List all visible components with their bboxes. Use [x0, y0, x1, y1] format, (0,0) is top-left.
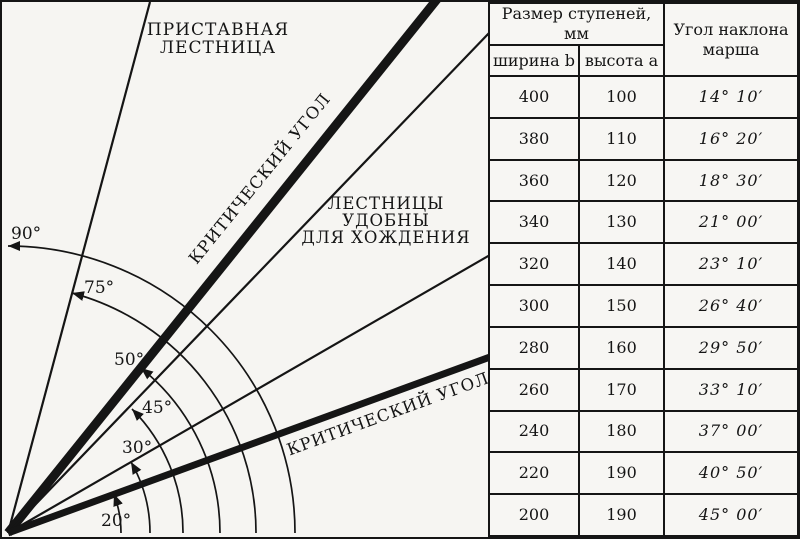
angle-label-30: 30°	[122, 438, 152, 458]
ray-75-degrees	[6, 2, 152, 534]
angle-value: 14° 10′	[663, 75, 798, 119]
angle-arc-30	[130, 461, 151, 534]
angle-label-50: 50°	[114, 350, 144, 370]
height-value: 170	[578, 367, 665, 412]
width-column-header: ширина b	[488, 44, 580, 77]
zone-label-comfortable-line3: ДЛЯ ХОЖДЕНИЯ	[301, 228, 470, 247]
table-row: 260 170 33° 10′	[488, 367, 798, 412]
ray-30-degrees	[7, 254, 488, 534]
zone-label-ladder-line1: ПРИСТАВНАЯ	[147, 20, 289, 40]
width-value: 200	[488, 493, 580, 537]
angle-value: 33° 10′	[663, 367, 798, 412]
table-header-row-1: Размер ступеней, мм Угол наклона марша	[488, 2, 798, 77]
width-value: 220	[488, 451, 580, 496]
zone-label-comfortable-line2: УДОБНЫ	[342, 211, 430, 230]
incline-angle-header: Угол наклона марша	[663, 2, 798, 77]
angle-label-90: 90°	[11, 224, 41, 244]
width-value: 360	[488, 158, 580, 203]
zone-label-ladder-line2: ЛЕСТНИЦА	[160, 38, 276, 58]
critical-angle-lower-label: КРИТИЧЕСКИЙ УГОЛ	[284, 367, 488, 459]
width-value: 320	[488, 242, 580, 287]
angle-value: 45° 00′	[663, 493, 798, 537]
angle-value: 16° 20′	[663, 116, 798, 161]
height-value: 120	[578, 158, 665, 203]
height-value: 140	[578, 242, 665, 287]
table-row: 280 160 29° 50′	[488, 325, 798, 370]
angle-label-20: 20°	[101, 511, 131, 531]
width-value: 240	[488, 409, 580, 454]
angle-arc-90	[7, 241, 296, 534]
width-value: 380	[488, 116, 580, 161]
staircase-angle-diagram: 90° 75° 50° 45° 30° 20° ПРИСТАВНАЯ ЛЕСТН…	[4, 2, 488, 537]
table-row: 360 120 18° 30′	[488, 158, 798, 203]
angle-value: 23° 10′	[663, 242, 798, 287]
height-value: 130	[578, 200, 665, 245]
angle-value: 21° 00′	[663, 200, 798, 245]
zone-label-comfortable-line1: ЛЕСТНИЦЫ	[328, 194, 445, 213]
width-value: 260	[488, 367, 580, 412]
height-value: 110	[578, 116, 665, 161]
critical-angle-lower-line	[6, 354, 488, 537]
steps-size-header: Размер ступеней, мм	[488, 2, 665, 46]
zone-label-comfortable-stairs: ЛЕСТНИЦЫ УДОБНЫ ДЛЯ ХОЖДЕНИЯ	[301, 194, 470, 247]
table-row: 220 190 40° 50′	[488, 451, 798, 496]
height-value: 160	[578, 325, 665, 370]
table-row: 320 140 23° 10′	[488, 242, 798, 287]
height-value: 190	[578, 451, 665, 496]
table-row: 300 150 26° 40′	[488, 284, 798, 328]
table-row: 380 110 16° 20′	[488, 116, 798, 161]
angle-arc-20	[113, 493, 123, 534]
height-value: 100	[578, 75, 665, 119]
ray-45-degrees	[7, 32, 488, 534]
height-value: 180	[578, 409, 665, 454]
table-row: 340 130 21° 00′	[488, 200, 798, 245]
step-dimensions-table: Размер ступеней, мм Угол наклона марша ш…	[488, 2, 798, 537]
table-header-row-2: ширина b высота a	[488, 44, 798, 77]
angle-value: 18° 30′	[663, 158, 798, 203]
angle-label-45: 45°	[142, 398, 172, 418]
width-value: 280	[488, 325, 580, 370]
angle-arc-45	[131, 408, 184, 534]
angle-arc-50	[140, 367, 221, 534]
width-value: 300	[488, 284, 580, 328]
width-value: 340	[488, 200, 580, 245]
table-row: 240 180 37° 00′	[488, 409, 798, 454]
angle-value: 40° 50′	[663, 451, 798, 496]
table-row: 200 190 45° 00′	[488, 493, 798, 537]
height-value: 190	[578, 493, 665, 537]
table-row: 400 100 14° 10′	[488, 75, 798, 119]
step-dimensions-table-wrap: Размер ступеней, мм Угол наклона марша ш…	[488, 2, 798, 537]
zone-label-ladder: ПРИСТАВНАЯ ЛЕСТНИЦА	[147, 20, 289, 58]
angle-value: 26° 40′	[663, 284, 798, 328]
height-value: 150	[578, 284, 665, 328]
angle-label-75: 75°	[84, 278, 114, 298]
angle-value: 37° 00′	[663, 409, 798, 454]
angle-arc-75	[71, 291, 257, 534]
width-value: 400	[488, 75, 580, 119]
height-column-header: высота a	[578, 44, 665, 77]
angle-value: 29° 50′	[663, 325, 798, 370]
critical-angle-upper-line	[4, 2, 441, 536]
